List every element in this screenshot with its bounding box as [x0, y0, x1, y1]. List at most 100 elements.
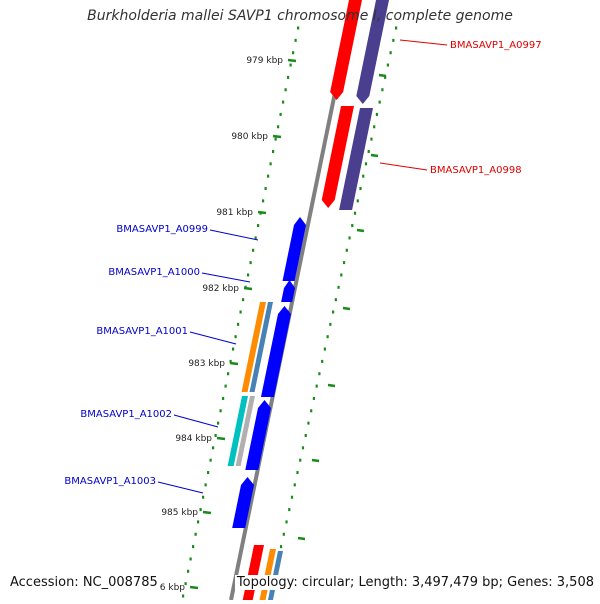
- kbp-tick: [287, 58, 297, 63]
- ruler-dot: [304, 433, 307, 437]
- ruler-dot: [356, 199, 359, 203]
- ruler-dot: [381, 88, 384, 92]
- ruler-dot: [342, 261, 346, 265]
- ruler-dot: [209, 458, 212, 462]
- ruler-dot: [359, 187, 362, 191]
- cds-a0998: [321, 106, 354, 208]
- ruler-dot: [389, 51, 392, 55]
- gene-label-leader: [173, 414, 219, 428]
- ruler-dot: [234, 335, 237, 339]
- gene-a0997: [356, 0, 389, 104]
- ruler-dot: [282, 100, 285, 104]
- kbp-tick-label: 981 kbp: [216, 208, 253, 218]
- ruler-dot: [184, 582, 187, 586]
- ruler-dot: [348, 236, 351, 240]
- ruler-dot: [332, 310, 335, 314]
- ruler-dot: [287, 75, 290, 79]
- cds-a1001: [260, 306, 291, 397]
- ruler-dot: [289, 63, 292, 67]
- ruler-dot: [378, 100, 381, 104]
- feature-band-orange: [241, 302, 266, 392]
- ruler-tick: [342, 306, 351, 311]
- gene-label-leader: [379, 162, 428, 171]
- ruler-dot: [315, 384, 318, 388]
- gene-label[interactable]: BMASAVP1_A0998: [430, 165, 522, 176]
- gene-label[interactable]: BMASAVP1_A1002: [80, 409, 172, 420]
- ruler-dot: [299, 458, 302, 462]
- ruler-dot: [199, 508, 202, 512]
- cds-a1000: [281, 280, 295, 302]
- ruler-dot: [219, 409, 222, 413]
- gene-label-leader: [157, 481, 204, 494]
- kbp-tick-label: 984 kbp: [175, 434, 212, 444]
- ruler-dot: [321, 359, 324, 363]
- gene-label-leader: [209, 229, 259, 241]
- ruler-dot: [252, 248, 255, 252]
- ruler-dot: [254, 236, 257, 240]
- kbp-tick: [257, 210, 267, 215]
- ruler-dot: [277, 125, 280, 129]
- ruler-dot: [237, 322, 240, 326]
- ruler-dot: [392, 38, 395, 42]
- gene-label-leader: [201, 272, 251, 283]
- ruler-dot: [217, 421, 220, 425]
- ruler-dot: [192, 545, 195, 549]
- kbp-tick: [189, 585, 199, 590]
- ruler-dot: [293, 483, 296, 487]
- ruler-dot: [307, 421, 310, 425]
- ruler-dot: [264, 187, 267, 191]
- gene-label[interactable]: BMASAVP1_A1001: [96, 326, 188, 337]
- accession-text: Accession: NC_008785: [8, 575, 160, 590]
- ruler-dot: [285, 520, 288, 524]
- gene-label-leader: [399, 39, 448, 46]
- ruler-dot: [297, 26, 300, 30]
- ruler-dot: [326, 335, 329, 339]
- feature-band-steel: [249, 302, 273, 392]
- ruler-dot: [386, 63, 389, 67]
- cds-a1003: [232, 477, 254, 528]
- ruler-dot: [296, 471, 299, 475]
- gene-label[interactable]: BMASAVP1_A1000: [108, 267, 200, 278]
- ruler-dot: [384, 75, 387, 79]
- ruler-dot: [329, 322, 332, 326]
- gene-label[interactable]: BMASAVP1_A0997: [450, 40, 542, 51]
- ruler-dot: [249, 261, 252, 265]
- feature-band-cyan: [227, 396, 248, 466]
- ruler-dot: [272, 149, 275, 153]
- ruler-dot: [288, 508, 291, 512]
- gene-labels: BMASAVP1_A0997 BMASAVP1_A0998 BMASAVP1_A09…: [64, 39, 542, 494]
- gene-label[interactable]: BMASAVP1_A1003: [64, 476, 156, 487]
- ruler-dot: [370, 137, 373, 141]
- cds-a0999: [282, 217, 306, 281]
- ruler-dot: [267, 174, 270, 178]
- ruler-tick: [370, 153, 379, 158]
- feature-band-red-bottom: [242, 545, 264, 600]
- ruler-dot: [334, 298, 337, 302]
- ruler-dot: [239, 310, 242, 314]
- ruler-dot: [257, 224, 260, 228]
- ruler-dot: [292, 51, 295, 55]
- ruler-dot: [274, 137, 277, 141]
- ruler-dot: [282, 532, 285, 536]
- ruler-dot: [395, 26, 398, 30]
- ruler-tick: [356, 228, 365, 233]
- kbp-tick-label: 982 kbp: [202, 284, 239, 294]
- ruler-dot: [189, 557, 192, 561]
- cds-a1002: [245, 400, 271, 470]
- kbp-tick-label: 985 kbp: [161, 508, 198, 518]
- gene-label[interactable]: BMASAVP1_A0999: [116, 224, 208, 235]
- ruler-dot: [204, 483, 207, 487]
- kbp-tick: [272, 134, 282, 139]
- ruler-dot: [301, 446, 305, 450]
- ruler-dot: [340, 273, 343, 277]
- ruler-dot: [351, 224, 354, 228]
- ruler-dot: [232, 347, 235, 351]
- ruler-dot: [194, 532, 197, 536]
- kbp-tick-label: 979 kbp: [246, 56, 283, 66]
- ruler-tick: [311, 458, 320, 463]
- ruler-dot: [202, 495, 205, 499]
- ruler-dot: [362, 174, 365, 178]
- ruler-dot: [247, 273, 250, 277]
- ruler-dot: [337, 285, 340, 289]
